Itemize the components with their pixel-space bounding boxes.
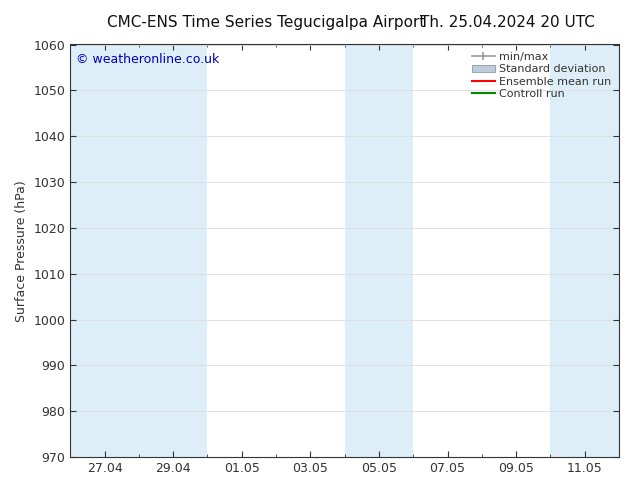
Text: © weatheronline.co.uk: © weatheronline.co.uk <box>76 53 219 66</box>
Legend: min/max, Standard deviation, Ensemble mean run, Controll run: min/max, Standard deviation, Ensemble me… <box>470 50 614 101</box>
Bar <box>70 45 139 457</box>
Bar <box>139 45 207 457</box>
Bar <box>550 45 619 457</box>
Bar <box>345 45 413 457</box>
Text: CMC-ENS Time Series Tegucigalpa Airport: CMC-ENS Time Series Tegucigalpa Airport <box>107 15 425 30</box>
Y-axis label: Surface Pressure (hPa): Surface Pressure (hPa) <box>15 180 28 322</box>
Text: Th. 25.04.2024 20 UTC: Th. 25.04.2024 20 UTC <box>420 15 595 30</box>
